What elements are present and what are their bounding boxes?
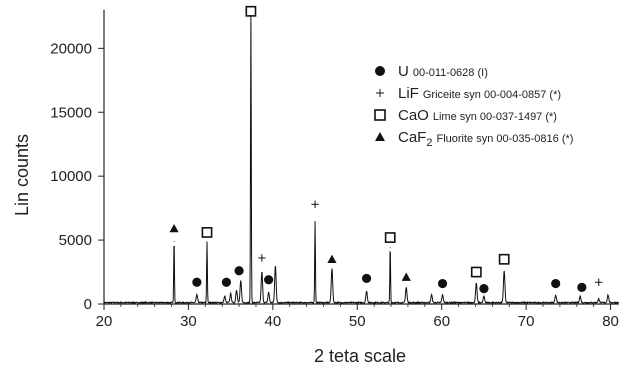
- peak-point: [240, 281, 242, 283]
- diffraction-pattern-line: [103, 12, 619, 305]
- peak-point: [274, 266, 276, 268]
- x-axis-title: 2 teta scale: [314, 346, 406, 366]
- peak-point: [598, 299, 600, 301]
- legend: U 00-011-0628 (I) LiF Griceite syn 00-004-0…: [374, 63, 573, 149]
- peak-markers: [169, 5, 603, 294]
- spectrum: [103, 12, 619, 305]
- peak-point: [555, 295, 557, 297]
- plus-marker: [311, 200, 319, 208]
- peak-point: [224, 297, 226, 299]
- peak-point: [442, 295, 444, 297]
- legend-label: LiF Griceite syn 00-004-0857 (*): [398, 85, 561, 102]
- x-tick-label: 70: [518, 313, 535, 330]
- legend-entry: U 00-011-0628 (I): [375, 63, 488, 80]
- peak-point: [483, 297, 485, 299]
- circle-marker: [264, 275, 274, 285]
- circle-marker: [221, 277, 232, 287]
- x-tick-label: 40: [265, 313, 282, 330]
- x-tick-label: 80: [602, 313, 619, 330]
- square-marker: [201, 227, 213, 238]
- y-tick-label: 5000: [59, 232, 92, 249]
- peak-point: [206, 242, 208, 244]
- legend-label: CaF2 Fluorite syn 00-035-0816 (*): [398, 129, 573, 149]
- square-marker: [384, 232, 396, 243]
- peak-point: [268, 293, 270, 295]
- x-tick-label: 50: [349, 313, 366, 330]
- triangle-marker: [169, 223, 179, 233]
- circle-marker: [577, 282, 587, 292]
- legend-label: CaO Lime syn 00-037-1497 (*): [398, 107, 557, 124]
- peak-point: [607, 295, 609, 297]
- legend-description: 00-011-0628 (I): [413, 67, 488, 79]
- axes: [103, 10, 619, 305]
- legend-formula: U: [398, 63, 409, 80]
- y-tick-label: 20000: [50, 40, 92, 57]
- peak-point: [366, 291, 368, 293]
- peak-point: [236, 290, 238, 292]
- peak-point: [173, 240, 175, 242]
- square-marker: [374, 109, 386, 121]
- square-marker: [245, 5, 257, 17]
- triangle-marker: [401, 272, 411, 281]
- peak-point: [230, 294, 232, 296]
- square-marker: [498, 253, 510, 265]
- x-tick-label: 60: [433, 313, 450, 330]
- peak-point: [331, 268, 333, 270]
- legend-formula: CaF: [398, 129, 426, 146]
- circle-marker: [437, 278, 448, 289]
- y-tick-label: 10000: [50, 168, 92, 185]
- legend-entry: LiF Griceite syn 00-004-0857 (*): [376, 85, 561, 102]
- legend-description: Lime syn 00-037-1497 (*): [433, 111, 557, 123]
- peak-point: [503, 271, 505, 273]
- circle-marker: [375, 66, 385, 76]
- peak-point: [405, 288, 407, 290]
- legend-formula: LiF: [398, 85, 419, 102]
- peak-point: [389, 247, 391, 249]
- square-marker: [470, 266, 482, 278]
- circle-marker: [479, 284, 489, 294]
- y-axis-title: Lin counts: [12, 134, 32, 216]
- peak-point: [261, 272, 263, 274]
- legend-entry: CaF2 Fluorite syn 00-035-0816 (*): [375, 129, 573, 149]
- peak-point: [196, 295, 198, 297]
- peak-point: [475, 284, 477, 286]
- y-tick-label: 15000: [50, 104, 92, 121]
- triangle-marker: [327, 254, 337, 263]
- triangle-marker: [375, 132, 385, 141]
- plus-marker: [595, 278, 603, 286]
- circle-marker: [192, 277, 202, 287]
- legend-formula-subscript: 2: [426, 137, 432, 149]
- circle-marker: [361, 273, 372, 284]
- legend-formula: CaO: [398, 107, 429, 124]
- legend-description: Griceite syn 00-004-0857 (*): [423, 89, 561, 101]
- legend-description: Fluorite syn 00-035-0816 (*): [436, 133, 573, 145]
- peak-point: [431, 295, 433, 297]
- peak-point: [579, 297, 581, 299]
- x-tick-label: 30: [180, 313, 197, 330]
- peak-point: [314, 221, 316, 223]
- y-tick-label: 0: [84, 296, 92, 313]
- plus-marker: [258, 254, 266, 262]
- plus-marker: [376, 89, 384, 97]
- legend-entry: CaO Lime syn 00-037-1497 (*): [374, 107, 557, 124]
- circle-marker: [551, 278, 561, 289]
- legend-label: U 00-011-0628 (I): [398, 63, 488, 80]
- x-tick-label: 20: [96, 313, 113, 330]
- circle-marker: [234, 266, 244, 276]
- ticks: 20 30 40 50 60 70 80 0 5000 10000 15000 20000: [50, 40, 619, 330]
